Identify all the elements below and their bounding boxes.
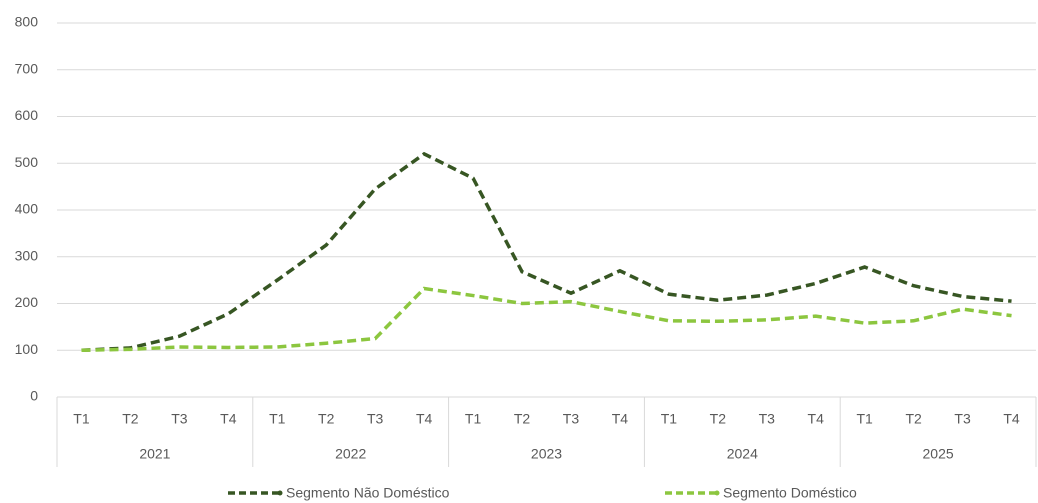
x-tick-label: T4 — [416, 411, 433, 427]
y-tick-label: 500 — [15, 154, 39, 170]
x-group-label: 2025 — [923, 446, 954, 462]
x-tick-label: T3 — [563, 411, 580, 427]
x-tick-label: T1 — [857, 411, 874, 427]
legend-label: Segmento Doméstico — [723, 485, 857, 501]
x-tick-label: T4 — [1003, 411, 1020, 427]
data-line — [81, 286, 1012, 352]
y-tick-label: 700 — [15, 60, 39, 76]
x-tick-label: T4 — [612, 411, 629, 427]
x-tick-label: T3 — [367, 411, 384, 427]
y-tick-label: 200 — [15, 294, 39, 310]
x-group-label: 2024 — [727, 446, 758, 462]
x-tick-label: T2 — [318, 411, 335, 427]
y-tick-label: 100 — [15, 341, 39, 357]
y-tick-label: 0 — [30, 388, 38, 404]
legend-label: Segmento Não Doméstico — [286, 485, 450, 501]
y-tick-label: 800 — [15, 14, 39, 30]
x-tick-label: T3 — [759, 411, 776, 427]
x-group-label: 2023 — [531, 446, 562, 462]
x-tick-label: T3 — [954, 411, 971, 427]
x-tick-label: T2 — [710, 411, 727, 427]
x-tick-label: T4 — [220, 411, 237, 427]
data-line — [81, 151, 1012, 352]
y-tick-label: 600 — [15, 107, 39, 123]
x-tick-label: T2 — [905, 411, 922, 427]
x-tick-label: T2 — [514, 411, 531, 427]
x-tick-label: T1 — [661, 411, 678, 427]
x-group-label: 2022 — [335, 446, 366, 462]
y-tick-label: 400 — [15, 201, 39, 217]
x-tick-label: T4 — [808, 411, 825, 427]
x-tick-label: T1 — [465, 411, 482, 427]
x-group-label: 2021 — [139, 446, 170, 462]
x-tick-label: T2 — [122, 411, 139, 427]
y-tick-label: 300 — [15, 247, 39, 263]
legend-marker — [714, 490, 720, 496]
legend-marker — [277, 490, 283, 496]
x-tick-label: T3 — [171, 411, 188, 427]
x-tick-label: T1 — [269, 411, 286, 427]
x-tick-label: T1 — [73, 411, 90, 427]
